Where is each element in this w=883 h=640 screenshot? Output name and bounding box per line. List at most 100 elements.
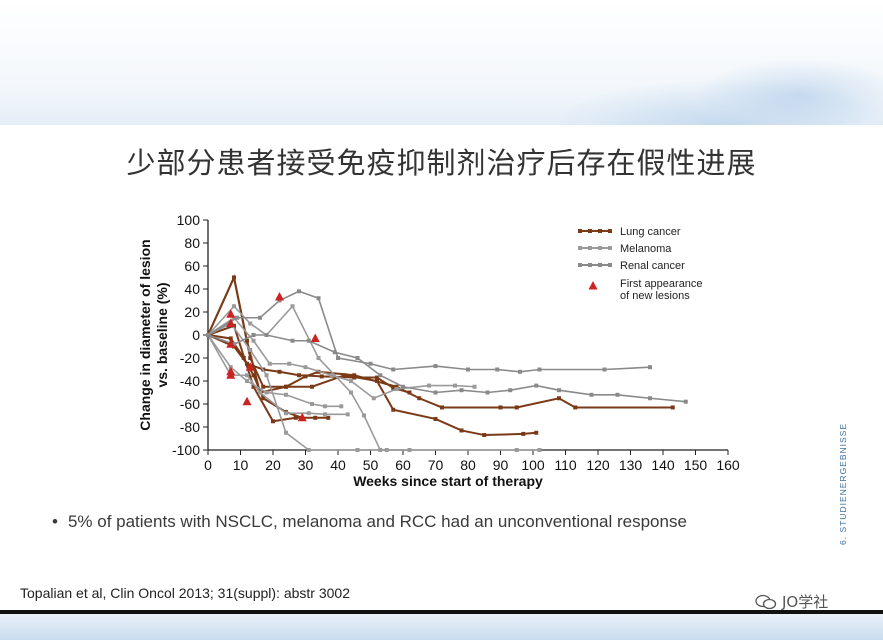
data-point-melanoma [329, 373, 334, 378]
data-point-renal [615, 392, 620, 397]
data-point-renal [534, 383, 539, 388]
y-axis-label: Change in diameter of lesionvs. baseline… [137, 239, 170, 430]
y-tick-label: 0 [192, 327, 200, 343]
data-point-melanoma [284, 430, 288, 435]
x-tick-label: 70 [428, 457, 444, 473]
data-point-lung [352, 375, 357, 380]
data-point-renal [264, 333, 269, 337]
data-point-renal [648, 396, 652, 401]
x-tick-label: 130 [619, 457, 643, 473]
x-tick-label: 100 [521, 457, 545, 473]
data-point-renal [378, 373, 383, 378]
series-line-lung [207, 274, 537, 437]
new-lesion-marker [310, 333, 320, 342]
slide-body [0, 125, 883, 610]
data-point-lung [573, 405, 578, 410]
data-point-lung [514, 405, 519, 410]
x-axis-label: Weeks since start of therapy [353, 473, 543, 489]
y-tick-label: 20 [184, 304, 200, 320]
data-point-lung [277, 369, 282, 374]
data-point-lung [293, 415, 298, 420]
legend-point-lung [588, 229, 592, 233]
new-lesion-marker [226, 318, 236, 327]
series-line-melanoma [207, 334, 342, 408]
data-point-melanoma [248, 321, 253, 326]
new-lesion-marker [245, 362, 255, 371]
legend-label: First appearance of new lesions [620, 278, 703, 302]
legend-point-renal [578, 263, 582, 267]
data-point-lung [375, 375, 379, 380]
data-point-melanoma [310, 402, 314, 406]
x-tick-label: 90 [493, 457, 509, 473]
data-point-lung [417, 396, 422, 401]
data-point-melanoma [378, 448, 383, 452]
wechat-icon [755, 594, 777, 609]
legend-point-lung [608, 229, 612, 233]
data-point-melanoma [514, 448, 519, 452]
data-point-renal [433, 364, 438, 369]
data-point-melanoma [472, 384, 477, 389]
legend-point-lung [598, 229, 602, 233]
data-point-melanoma [306, 448, 311, 452]
data-point-lung [521, 431, 526, 436]
data-point-melanoma [537, 448, 542, 452]
data-point-lung [433, 416, 438, 421]
data-point-lung [261, 396, 266, 401]
data-point-lung [232, 275, 236, 280]
y-tick-label: 100 [177, 212, 201, 228]
chart-legend: Lung cancer Melanoma Renal cancer First app… [578, 226, 703, 302]
legend-point-melanoma [578, 246, 582, 250]
data-point-lung [251, 373, 256, 378]
data-point-melanoma [251, 338, 256, 343]
x-tick-label: 110 [554, 457, 577, 473]
data-point-renal [306, 338, 311, 343]
data-point-melanoma [267, 361, 272, 366]
data-point-renal [206, 333, 210, 337]
data-point-melanoma [287, 361, 292, 366]
data-point-renal [355, 356, 360, 360]
data-point-melanoma [394, 387, 399, 392]
y-tick-label: -100 [172, 442, 200, 458]
legend-label-line: of new lesions [620, 290, 690, 302]
data-point-lung [391, 407, 396, 412]
data-point-renal [648, 365, 652, 370]
data-point-melanoma [232, 304, 236, 309]
x-tick-label: 80 [460, 457, 476, 473]
data-point-melanoma [303, 365, 308, 370]
data-point-melanoma [245, 373, 249, 378]
data-point-lung [407, 390, 412, 395]
data-point-renal [235, 315, 240, 320]
data-point-lung [440, 405, 444, 410]
x-tick-label: 10 [233, 457, 249, 473]
data-point-renal [508, 388, 513, 393]
data-point-renal [316, 296, 321, 301]
data-point-melanoma [339, 404, 344, 409]
data-point-lung [459, 428, 464, 433]
legend-point-melanoma [598, 246, 602, 250]
watermark-text: JO学社 [782, 593, 829, 611]
data-point-lung [310, 384, 314, 389]
y-tick-label: -60 [180, 396, 200, 412]
data-point-lung [284, 384, 288, 389]
data-point-melanoma [349, 390, 353, 395]
section-side-label: 6. STUDIENERGEBNISSE [838, 422, 848, 545]
data-point-melanoma [349, 379, 353, 383]
data-point-lung [271, 419, 275, 424]
bullet-dot-icon: • [52, 512, 58, 531]
legend-point-lung [578, 229, 582, 233]
data-point-lung [498, 405, 503, 410]
data-point-lung [251, 384, 256, 389]
cloud-shape [700, 60, 883, 130]
data-point-renal [336, 356, 340, 360]
bullet-point: • 5% of patients with NSCLC, melanoma and… [52, 512, 687, 532]
new-lesion-marker [242, 396, 252, 406]
legend-point-renal [598, 263, 602, 267]
data-point-renal [433, 390, 438, 395]
data-point-lung [245, 338, 249, 343]
legend-point-melanoma [588, 246, 592, 250]
new-lesion-marker [226, 370, 236, 379]
legend-point-melanoma [608, 246, 612, 250]
data-point-melanoma [245, 379, 249, 383]
series-line-renal [207, 334, 686, 403]
